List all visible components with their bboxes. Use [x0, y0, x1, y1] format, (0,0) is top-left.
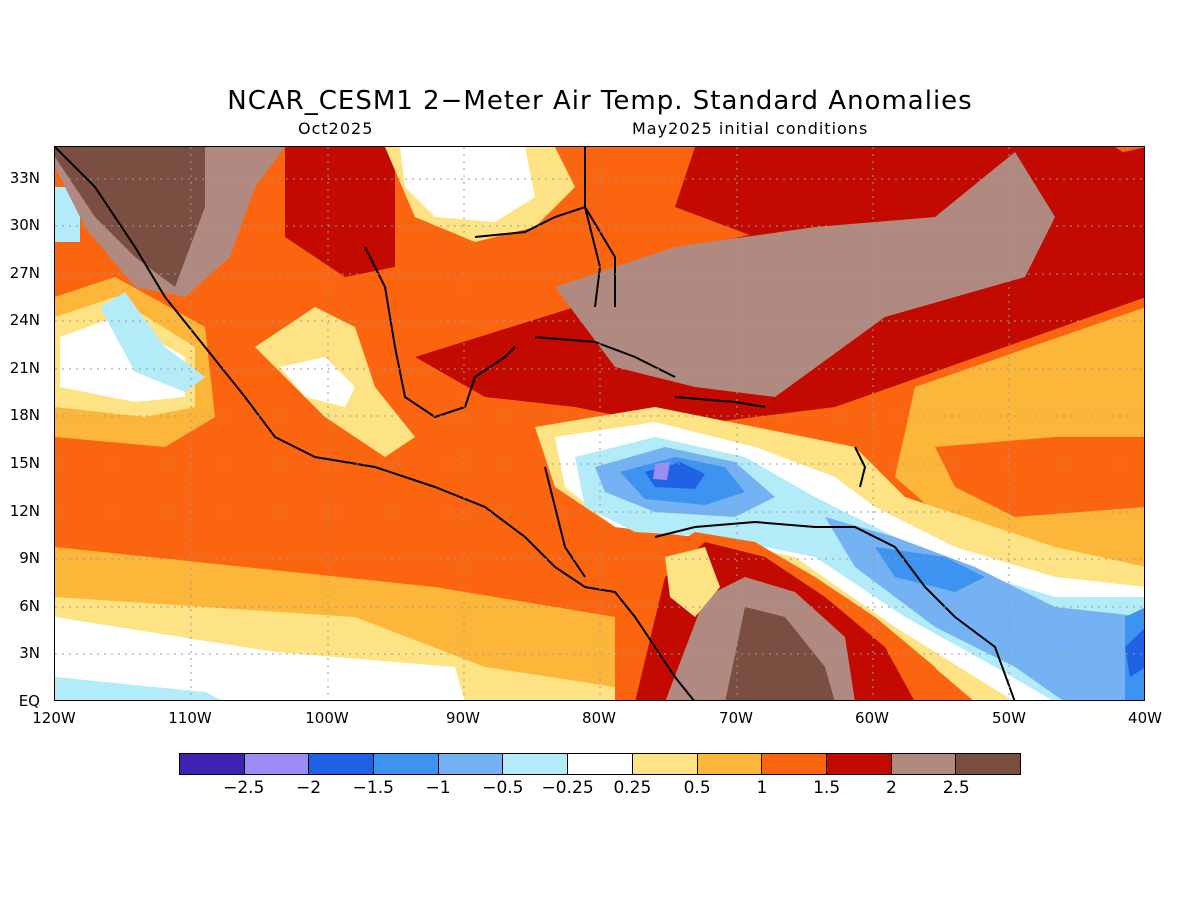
colorbar-swatch: [762, 754, 827, 774]
anomaly-colombia-yellow: [665, 547, 720, 617]
lat-label: 3N: [19, 644, 40, 662]
coastline-gulf-us: [474, 205, 602, 308]
colorbar-label: −1.5: [352, 778, 394, 798]
lat-label: 30N: [9, 216, 40, 234]
lat-label: 12N: [9, 502, 40, 520]
colorbar-label: 2: [886, 778, 897, 798]
anomaly-texas-red: [285, 147, 395, 277]
forecast-month: Oct2025: [298, 119, 374, 138]
chart-title: NCAR_CESM1 2−Meter Air Temp. Standard An…: [227, 86, 973, 116]
lat-label: 9N: [19, 549, 40, 567]
lon-label: 40W: [1128, 709, 1162, 727]
colorbar-label: 2.5: [942, 778, 970, 798]
colorbar-swatch: [503, 754, 569, 774]
lon-label: 120W: [32, 709, 76, 727]
colorbar-swatch: [632, 754, 698, 774]
graticule: [55, 147, 1144, 700]
colorbar-swatch: [697, 754, 763, 774]
colorbar-label: −1: [425, 778, 451, 798]
colorbar-label: 1.5: [813, 778, 841, 798]
colorbar-swatch: [956, 754, 1020, 774]
anomaly-gulf-coast-white: [400, 147, 535, 222]
lon-label: 50W: [992, 709, 1026, 727]
colorbar-label: 0.25: [613, 778, 652, 798]
anomaly-pacific-south-lightblue: [55, 677, 221, 700]
anomaly-caribbean-minimum: [653, 462, 670, 480]
anomaly-south-america-darkbrown: [725, 607, 835, 700]
colorbar-swatch: [180, 754, 245, 774]
lat-label: EQ: [18, 692, 40, 710]
anomaly-mexico-darkbrown: [55, 147, 205, 287]
colorbar-swatch: [891, 754, 957, 774]
colorbar-swatch: [374, 754, 439, 774]
lon-label: 70W: [719, 709, 753, 727]
lat-label: 15N: [9, 454, 40, 472]
coastline-gulf-mexico: [364, 246, 516, 419]
anomaly-east-atlantic-deep-orange: [935, 437, 1144, 517]
coastline-cuba: [534, 336, 676, 378]
lat-label: 18N: [9, 406, 40, 424]
coastline-south-america-north: [654, 520, 1016, 700]
lon-label: 90W: [446, 709, 480, 727]
coastline-central-america: [544, 466, 586, 578]
coastline-hispaniola: [674, 396, 766, 408]
lon-label: 80W: [582, 709, 616, 727]
lat-label: 6N: [19, 597, 40, 615]
lat-label: 33N: [9, 169, 40, 187]
colorbar-swatch: [568, 754, 633, 774]
lat-label: 21N: [9, 359, 40, 377]
lon-label: 60W: [855, 709, 889, 727]
lon-label: 100W: [305, 709, 349, 727]
lon-label: 110W: [168, 709, 212, 727]
lat-label: 27N: [9, 264, 40, 282]
colorbar-label: −2: [296, 778, 322, 798]
colorbar-label: −0.25: [541, 778, 594, 798]
coastline-lesser-antilles: [854, 446, 867, 488]
lat-label: 24N: [9, 311, 40, 329]
initial-conditions: May2025 initial conditions: [632, 119, 869, 138]
colorbar-label: −0.5: [482, 778, 524, 798]
colorbar-label: 1: [756, 778, 768, 798]
colorbar-label: −2.5: [223, 778, 265, 798]
coastline-pacific-mexico: [55, 147, 695, 700]
anomaly-equator-blue-2: [1125, 628, 1144, 677]
colorbar: [179, 753, 1021, 775]
colorbar-swatch: [826, 754, 892, 774]
anomaly-baja-offshore-white: [60, 317, 185, 402]
colorbar-swatch: [309, 754, 375, 774]
colorbar-swatch: [244, 754, 310, 774]
anomaly-baja-offshore-lightblue: [100, 292, 205, 392]
anomaly-map-svg: [55, 147, 1144, 700]
colorbar-swatch: [438, 754, 504, 774]
anomaly-map: [54, 146, 1145, 701]
anomaly-pacific-south-white: [55, 617, 465, 700]
colorbar-label: 0.5: [683, 778, 711, 798]
